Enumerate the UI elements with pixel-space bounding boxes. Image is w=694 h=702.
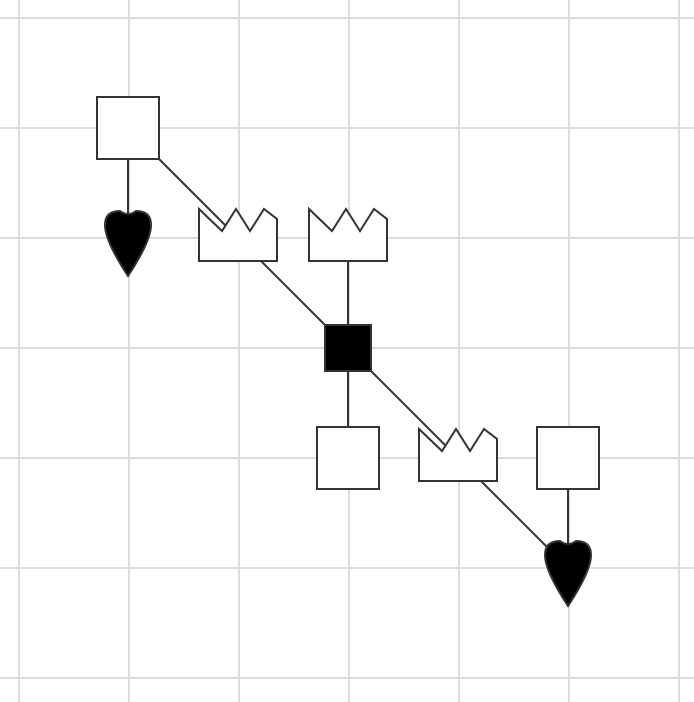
node-teardrop-black-n2 [103, 209, 153, 278]
node-teardrop-black-n9 [543, 539, 593, 608]
node-crown-white-n7 [418, 426, 498, 482]
node-layer [96, 96, 600, 608]
node-square-white-n6 [316, 426, 380, 490]
node-crown-white-n3 [198, 206, 278, 262]
node-square-black-n5 [324, 324, 372, 372]
node-square-white-n1 [96, 96, 160, 160]
node-crown-white-n4 [308, 206, 388, 262]
node-square-white-n8 [536, 426, 600, 490]
